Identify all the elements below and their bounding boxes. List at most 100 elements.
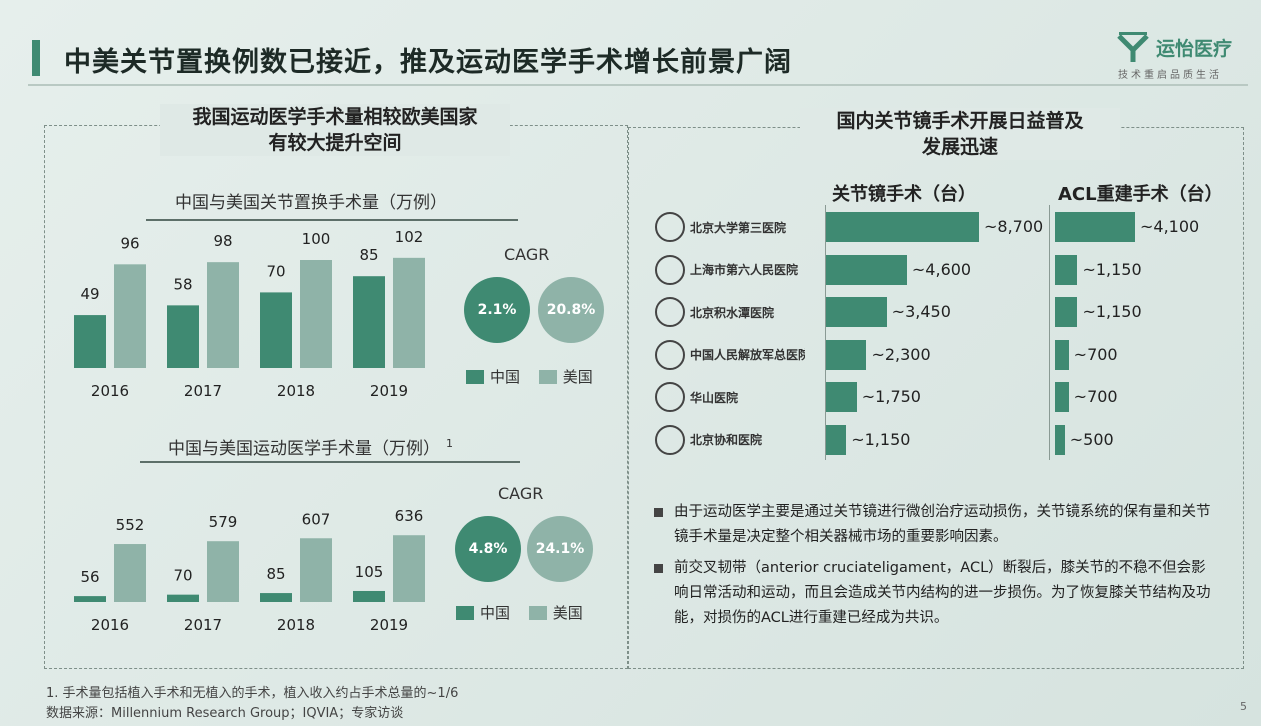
x-tick-label: 2016 [91, 382, 129, 400]
acl-value-label: ~700 [1073, 344, 1118, 364]
hospital-name: 北京协和医院 [690, 433, 763, 447]
legend-label-usa: 美国 [552, 604, 583, 622]
hospital-name: 华山医院 [690, 390, 739, 405]
hospital-name: 中国人民解放军总医院 [690, 348, 805, 362]
chart2-bar-chart: 56 552 2016 70 579 2017 85 607 2018 105 636 2019 [74, 507, 425, 634]
chart2-title: 中国与美国运动医学手术量（万例） 1 [168, 434, 453, 459]
bar-china [260, 292, 292, 368]
legend-label-usa: 美国 [562, 368, 593, 386]
legend-swatch-usa [538, 370, 557, 384]
hospital-logo: 北京积水潭医院 [655, 297, 805, 327]
arthroscopy-bar [826, 254, 907, 285]
acl-bar [1055, 297, 1078, 327]
acl-bar [1055, 339, 1069, 370]
hospital-emblem-icon [655, 424, 685, 455]
acl-value-label: ~700 [1073, 387, 1118, 406]
x-tick-label: 2017 [184, 616, 222, 634]
chart2-legend: 中国 美国 [456, 602, 583, 623]
x-tick-label: 2018 [277, 616, 315, 634]
legend-swatch-china [456, 606, 474, 620]
bullet-item: 前交叉韧带（anterior cruciateligament，ACL）断裂后，… [652, 556, 1212, 631]
bullet-list: 由于运动医学主要是通过关节镜进行微创治疗运动损伤，关节镜系统的保有量和关节镜手术… [652, 500, 1212, 637]
hospital-name: 上海市第六人民医院 [690, 263, 799, 277]
arthroscopy-value-label: ~1,150 [851, 429, 911, 449]
title-accent-bar [32, 40, 40, 76]
right-heading-line1: 国内关节镜手术开展日益普及 [836, 110, 1084, 132]
bar-value-label: 49 [80, 285, 99, 303]
chart1-cagr-label: CAGR [504, 245, 550, 264]
chart2-cagr-label: CAGR [498, 484, 544, 503]
bar-china [167, 594, 199, 602]
page-title: 中美关节置换例数已接近，推及运动医学手术增长前景广阔 [64, 47, 792, 78]
chart2-footnote-mark: 1 [446, 437, 453, 451]
acl-value-label: ~4,100 [1140, 217, 1200, 236]
arthroscopy-column-header: 关节镜手术（台） [832, 184, 976, 205]
left-heading-line2: 有较大提升空间 [268, 132, 402, 154]
chart1-legend: 中国 美国 [466, 366, 593, 387]
right-panel-heading: 国内关节镜手术开展日益普及 发展迅速 [800, 108, 1120, 160]
bar-china [74, 315, 106, 368]
right-heading-line2: 发展迅速 [921, 136, 998, 158]
bar-china [167, 305, 199, 368]
x-tick-label: 2016 [91, 616, 129, 634]
bar-value-label: 636 [395, 507, 424, 525]
bar-value-label: 105 [355, 563, 384, 581]
acl-bar [1055, 212, 1135, 242]
arthroscopy-value-label: ~4,600 [911, 259, 972, 279]
chart1-title: 中国与美国关节置换手术量（万例） [175, 193, 447, 213]
bar-china [353, 276, 385, 368]
logo-name: 运怡医疗 [1156, 38, 1233, 60]
acl-bar [1055, 424, 1065, 455]
legend-label-china: 中国 [490, 368, 521, 386]
chart2-title-underline [140, 461, 520, 463]
hospital-name: 北京大学第三医院 [690, 220, 787, 235]
hospital-emblem-icon [655, 339, 685, 370]
legend-label-china: 中国 [480, 604, 511, 622]
bar-value-label: 85 [266, 565, 285, 583]
bar-usa [300, 260, 332, 368]
bar-value-label: 102 [395, 230, 424, 246]
acl-value-label: ~500 [1069, 429, 1114, 449]
bar-china [260, 593, 292, 602]
arthroscopy-bar [826, 339, 867, 370]
hospital-logo: 北京大学第三医院 [655, 212, 805, 242]
bar-usa [114, 264, 146, 368]
bullet-item: 由于运动医学主要是通过关节镜进行微创治疗运动损伤，关节镜系统的保有量和关节镜手术… [652, 500, 1212, 550]
logo-tagline: 技术重启品质生活 [1118, 70, 1222, 81]
logo-mark-icon [1117, 32, 1149, 62]
arthroscopy-value-label: ~1,750 [861, 387, 921, 406]
left-panel-heading: 我国运动医学手术量相较欧美国家 有较大提升空间 [160, 104, 510, 156]
bar-usa [207, 541, 239, 602]
hospital-logo: 中国人民解放军总医院 [655, 339, 805, 370]
bullet-text-2: 前交叉韧带（anterior cruciateligament，ACL）断裂后，… [674, 560, 1211, 626]
chart1-cagr-china: 2.1% [464, 277, 530, 343]
hospital-logo: 华山医院 [655, 382, 805, 412]
bar-china [74, 596, 106, 602]
acl-bar [1055, 254, 1078, 285]
hospital-emblem-icon [655, 254, 685, 285]
bar-value-label: 100 [302, 230, 331, 248]
bar-value-label: 552 [116, 516, 145, 534]
company-logo: 运怡医疗 技术重启品质生活 [1116, 30, 1246, 81]
bar-value-label: 70 [173, 567, 192, 585]
x-tick-label: 2019 [370, 616, 408, 634]
arthroscopy-bar [826, 297, 887, 327]
bullet-marker [654, 564, 663, 573]
bar-usa [393, 257, 425, 368]
arthroscopy-bar [826, 382, 857, 412]
bar-value-label: 70 [266, 262, 285, 280]
bar-china [353, 590, 385, 602]
bar-usa [393, 535, 425, 602]
left-heading-line1: 我国运动医学手术量相较欧美国家 [192, 106, 478, 128]
acl-bar [1055, 382, 1069, 412]
hospital-logo: 上海市第六人民医院 [655, 254, 805, 285]
bar-value-label: 607 [302, 510, 331, 528]
chart1-title-underline [146, 219, 518, 221]
hospital-emblem-icon [655, 297, 685, 327]
acl-column-header: ACL重建手术（台） [1058, 184, 1223, 205]
bar-value-label: 85 [359, 246, 378, 264]
hospital-name: 北京积水潭医院 [690, 305, 775, 320]
title-divider [28, 84, 1248, 86]
bar-value-label: 56 [80, 568, 99, 586]
chart2-cagr-china: 4.8% [455, 516, 521, 582]
